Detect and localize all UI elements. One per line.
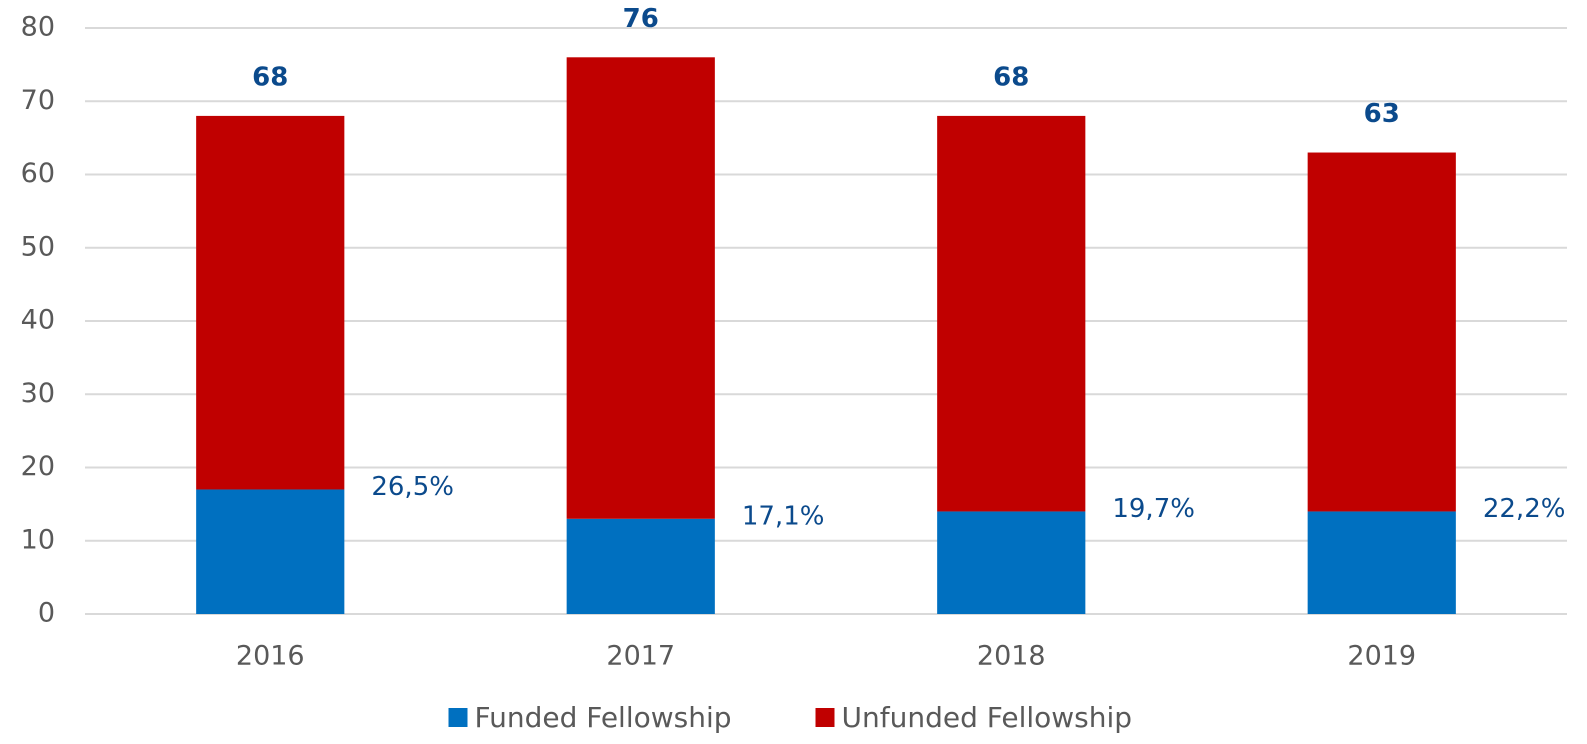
y-tick-label: 10 bbox=[21, 524, 55, 555]
y-tick-label: 40 bbox=[21, 305, 55, 336]
x-tick-label: 2018 bbox=[977, 641, 1046, 672]
x-tick-label: 2017 bbox=[606, 641, 675, 672]
bar-segment bbox=[566, 518, 715, 614]
bar-segment bbox=[937, 511, 1086, 614]
bar-segment bbox=[937, 115, 1086, 512]
y-tick-label: 0 bbox=[38, 598, 55, 629]
legend-label: Unfunded Fellowship bbox=[842, 701, 1133, 734]
y-tick-label: 70 bbox=[21, 85, 55, 116]
total-label: 68 bbox=[252, 62, 288, 92]
share-label: 22,2% bbox=[1483, 494, 1566, 524]
y-tick-label: 60 bbox=[21, 158, 55, 189]
legend-swatch bbox=[448, 708, 468, 727]
total-label: 76 bbox=[623, 4, 659, 34]
y-tick-label: 50 bbox=[21, 231, 55, 262]
total-label: 63 bbox=[1364, 99, 1400, 129]
bar-segment bbox=[566, 57, 715, 519]
y-tick-label: 80 bbox=[21, 12, 55, 43]
y-tick-label: 20 bbox=[21, 451, 55, 482]
share-label: 17,1% bbox=[742, 501, 825, 531]
legend-swatch bbox=[815, 708, 835, 727]
bar-segment bbox=[196, 115, 345, 490]
share-label: 19,7% bbox=[1112, 494, 1195, 524]
x-tick-label: 2019 bbox=[1347, 641, 1416, 672]
share-label: 26,5% bbox=[371, 472, 454, 502]
bar-segment bbox=[1307, 511, 1456, 614]
legend-label: Funded Fellowship bbox=[475, 701, 732, 734]
bar-segment bbox=[1307, 152, 1456, 512]
bar-segment bbox=[196, 489, 345, 614]
total-label: 68 bbox=[993, 62, 1029, 92]
y-tick-label: 30 bbox=[21, 378, 55, 409]
x-tick-label: 2016 bbox=[236, 641, 305, 672]
